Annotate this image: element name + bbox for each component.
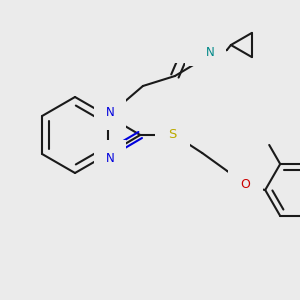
Text: N: N	[206, 46, 214, 59]
Text: H: H	[196, 45, 204, 55]
Text: N: N	[106, 106, 114, 118]
Text: S: S	[168, 128, 176, 142]
Text: N: N	[106, 152, 114, 164]
Text: O: O	[240, 178, 250, 191]
Text: O: O	[188, 38, 198, 50]
